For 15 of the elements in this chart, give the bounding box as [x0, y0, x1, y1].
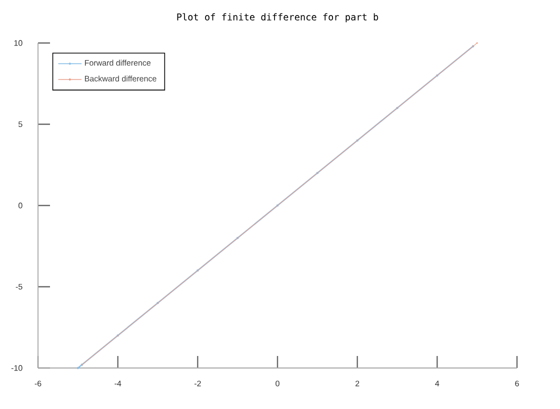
legend-label: Backward difference	[84, 76, 156, 82]
x-tick-label: -2	[194, 380, 201, 386]
y-tick-label: 0	[18, 202, 22, 208]
legend-label: Forward difference	[84, 60, 151, 66]
x-tick-label: 4	[435, 380, 440, 386]
x-tick-label: 2	[356, 380, 360, 386]
y-tick-label: 5	[18, 121, 22, 128]
y-tick-label: 10	[14, 40, 22, 46]
x-tick-label: -4	[114, 380, 122, 386]
x-tick-label: -6	[34, 380, 42, 386]
y-tick-label: -5	[16, 284, 22, 290]
x-tick-label: 6	[515, 380, 519, 386]
chart-title: Plot of finite difference for part b	[177, 13, 378, 22]
x-tick-label: 0	[276, 380, 280, 386]
y-tick-label: -10	[11, 365, 22, 371]
